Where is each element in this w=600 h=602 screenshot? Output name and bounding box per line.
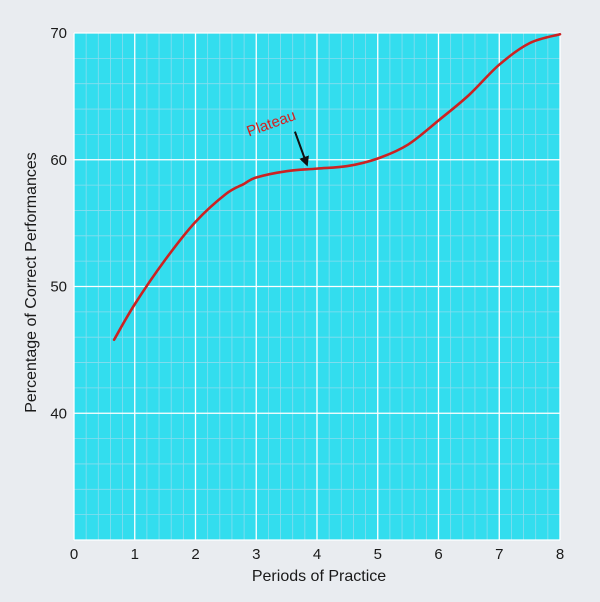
x-tick-label: 1 xyxy=(131,546,139,563)
y-tick-label: 40 xyxy=(50,405,67,422)
y-tick-label: 70 xyxy=(50,25,67,42)
x-axis-label: Periods of Practice xyxy=(252,568,386,585)
y-axis-label: Percentage of Correct Performances xyxy=(23,152,40,413)
x-tick-labels: 0 1 2 3 4 5 6 7 8 xyxy=(70,546,564,563)
x-tick-label: 5 xyxy=(374,546,382,563)
x-tick-label: 2 xyxy=(191,546,199,563)
series-layer xyxy=(112,32,562,342)
major-grid xyxy=(73,32,561,541)
y-tick-labels: 40 50 60 70 xyxy=(50,25,67,422)
x-tick-label: 7 xyxy=(495,546,503,563)
annotation-arrow-0 xyxy=(293,131,309,167)
x-tick-label: 6 xyxy=(434,546,442,563)
y-tick-label: 60 xyxy=(50,152,67,169)
x-tick-label: 4 xyxy=(313,546,321,563)
x-tick-label: 3 xyxy=(252,546,260,563)
series-line-0 xyxy=(112,32,562,342)
y-tick-label: 50 xyxy=(50,279,67,296)
x-tick-label: 8 xyxy=(556,546,564,563)
x-tick-label: 0 xyxy=(70,546,78,563)
